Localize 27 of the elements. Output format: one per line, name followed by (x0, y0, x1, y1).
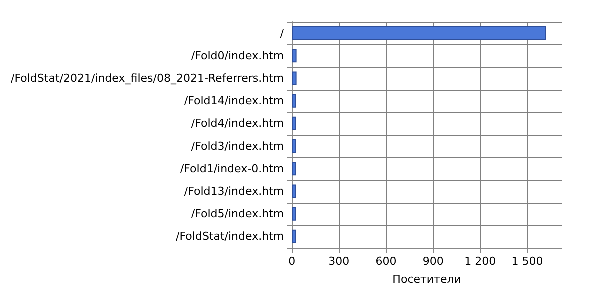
bar (292, 94, 296, 108)
x-tick-label: 900 (422, 255, 444, 268)
bar (292, 207, 296, 221)
y-tick-label: /Fold13/index.htm (184, 185, 284, 198)
x-tick-label: 0 (288, 255, 296, 268)
bar (292, 116, 296, 130)
x-tick-label: 1 500 (512, 255, 544, 268)
y-tick-label: / (280, 26, 284, 40)
y-tick-label: /Fold3/index.htm (191, 140, 284, 153)
bar (292, 49, 297, 63)
bar (292, 26, 546, 40)
y-tick-label: /FoldStat/2021/index_files/08_2021-Referrers.htm (11, 72, 284, 85)
bar (292, 230, 296, 244)
bar (292, 162, 296, 176)
y-tick-label: /Fold5/index.htm (191, 208, 284, 221)
y-tick-label: /Fold0/index.htm (191, 49, 284, 62)
x-tick-label: 600 (376, 255, 397, 268)
y-tick-label: /Fold4/index.htm (191, 117, 284, 130)
bar (292, 72, 297, 86)
bar (292, 184, 296, 198)
bar (292, 140, 296, 154)
x-axis-title: Посетители (392, 273, 462, 286)
y-tick-label: /FoldStat/index.htm (176, 230, 284, 244)
y-tick-label: /Fold14/index.htm (184, 94, 284, 108)
x-tick-label: 300 (328, 255, 350, 268)
y-tick-label: /Fold1/index-0.htm (180, 162, 284, 176)
x-tick-label: 1 200 (464, 255, 496, 268)
